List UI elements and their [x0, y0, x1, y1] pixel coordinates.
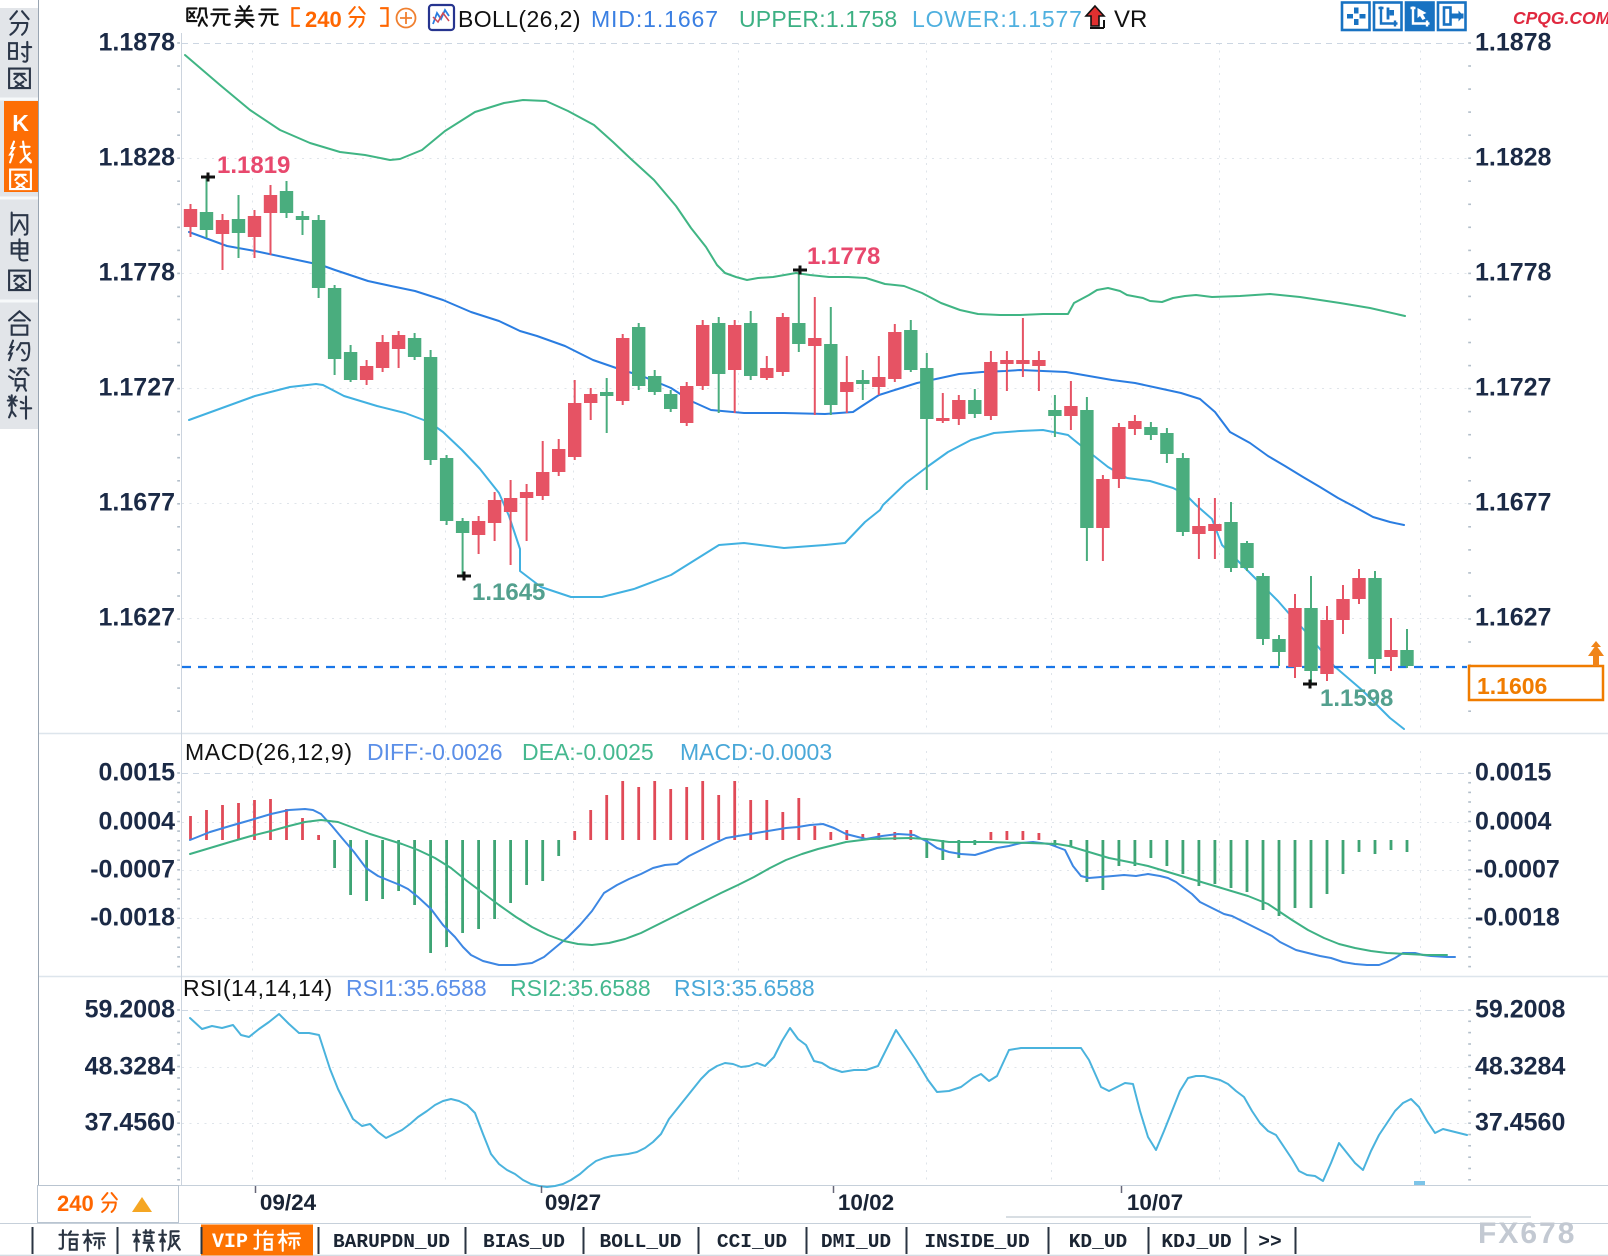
svg-text:DEA:-0.0025: DEA:-0.0025 — [522, 739, 654, 765]
svg-text:VIP: VIP — [212, 1231, 248, 1254]
svg-text:RSI(14,14,14): RSI(14,14,14) — [183, 975, 333, 1001]
svg-text:0.0015: 0.0015 — [1475, 759, 1552, 787]
svg-text:1.1598: 1.1598 — [1320, 685, 1393, 712]
svg-text:1.1606: 1.1606 — [1477, 673, 1547, 699]
svg-text:INSIDE_UD: INSIDE_UD — [924, 1231, 1029, 1253]
svg-text:0.0015: 0.0015 — [99, 759, 176, 787]
svg-text:MACD:-0.0003: MACD:-0.0003 — [680, 739, 832, 765]
svg-text:-0.0018: -0.0018 — [1475, 904, 1560, 932]
svg-text:1.1878: 1.1878 — [99, 29, 176, 57]
svg-text:BARUPDN_UD: BARUPDN_UD — [333, 1231, 450, 1253]
svg-text:-0.0007: -0.0007 — [90, 856, 175, 884]
svg-text:BIAS_UD: BIAS_UD — [483, 1231, 565, 1253]
svg-text:RSI3:35.6588: RSI3:35.6588 — [674, 975, 815, 1001]
svg-text:KDJ_UD: KDJ_UD — [1161, 1231, 1231, 1253]
svg-text:VR: VR — [1114, 6, 1147, 33]
svg-text:K: K — [12, 110, 29, 136]
svg-text:-0.0007: -0.0007 — [1475, 856, 1560, 884]
svg-text:1.1828: 1.1828 — [99, 144, 176, 172]
svg-text:09/24: 09/24 — [260, 1190, 317, 1215]
svg-text:1.1627: 1.1627 — [1475, 604, 1551, 632]
svg-text:DIFF:-0.0026: DIFF:-0.0026 — [367, 739, 503, 765]
svg-text:1.1677: 1.1677 — [1475, 489, 1551, 517]
svg-text:1.1727: 1.1727 — [1475, 374, 1551, 402]
svg-text:48.3284: 48.3284 — [1475, 1053, 1565, 1081]
svg-text:37.4560: 37.4560 — [1475, 1109, 1565, 1137]
svg-text:1.1778: 1.1778 — [1475, 259, 1552, 287]
svg-text:59.2008: 59.2008 — [1475, 996, 1565, 1024]
svg-text:240: 240 — [57, 1191, 94, 1216]
svg-text:1.1677: 1.1677 — [99, 489, 175, 517]
svg-text:1.1645: 1.1645 — [472, 579, 545, 606]
svg-text:CCI_UD: CCI_UD — [717, 1231, 787, 1253]
svg-text:10/02: 10/02 — [838, 1190, 894, 1215]
svg-text:BOLL_UD: BOLL_UD — [600, 1231, 682, 1253]
svg-text:-0.0018: -0.0018 — [90, 904, 175, 932]
svg-text:CPQG.COM: CPQG.COM — [1513, 8, 1608, 28]
svg-text:KD_UD: KD_UD — [1069, 1231, 1128, 1253]
svg-text:1.1819: 1.1819 — [217, 152, 290, 179]
svg-text:0.0004: 0.0004 — [1475, 808, 1552, 836]
svg-text:DMI_UD: DMI_UD — [821, 1231, 891, 1253]
svg-text:LOWER:1.1577: LOWER:1.1577 — [912, 6, 1083, 32]
svg-text:1.1778: 1.1778 — [99, 259, 176, 287]
svg-text:1.1727: 1.1727 — [99, 374, 175, 402]
svg-text:37.4560: 37.4560 — [85, 1109, 175, 1137]
svg-text:1.1778: 1.1778 — [807, 243, 880, 270]
svg-text:BOLL(26,2): BOLL(26,2) — [458, 6, 581, 32]
svg-text:1.1627: 1.1627 — [99, 604, 175, 632]
svg-text:09/27: 09/27 — [545, 1190, 601, 1215]
svg-text:1.1878: 1.1878 — [1475, 29, 1552, 57]
svg-text:RSI2:35.6588: RSI2:35.6588 — [510, 975, 651, 1001]
svg-text:>>: >> — [1258, 1231, 1281, 1253]
svg-text:UPPER:1.1758: UPPER:1.1758 — [739, 6, 897, 32]
svg-text:1.1828: 1.1828 — [1475, 144, 1552, 172]
svg-text:0.0004: 0.0004 — [99, 808, 176, 836]
svg-text:48.3284: 48.3284 — [85, 1053, 175, 1081]
svg-text:MID:1.1667: MID:1.1667 — [591, 6, 719, 32]
svg-text:240: 240 — [305, 7, 342, 32]
svg-text:MACD(26,12,9): MACD(26,12,9) — [185, 739, 353, 765]
svg-text:59.2008: 59.2008 — [85, 996, 175, 1024]
svg-text:FX678: FX678 — [1478, 1217, 1576, 1250]
svg-text:10/07: 10/07 — [1127, 1190, 1183, 1215]
svg-text:RSI1:35.6588: RSI1:35.6588 — [346, 975, 487, 1001]
